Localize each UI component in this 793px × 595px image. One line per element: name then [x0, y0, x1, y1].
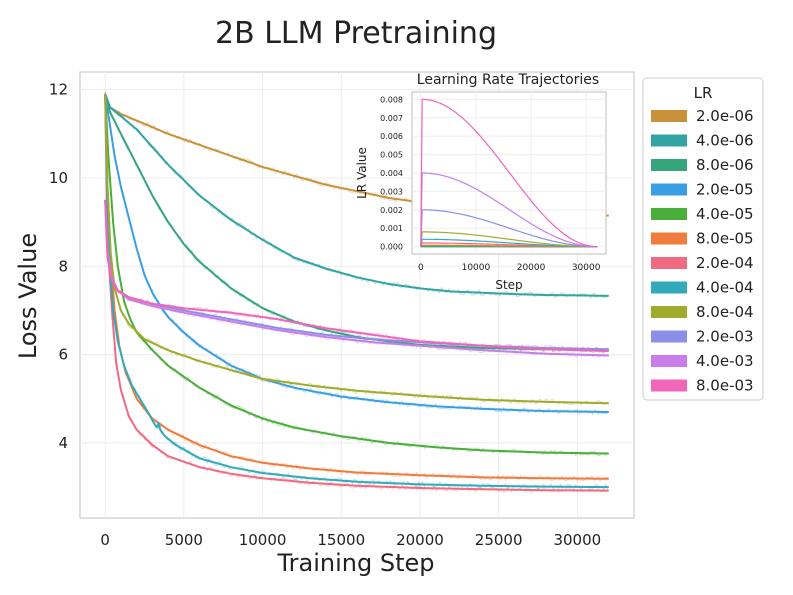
main-y-tick-2: 8: [58, 257, 68, 275]
series-line-4.0e-05: [104, 94, 609, 455]
legend-label-7: 4.0e-04: [696, 279, 754, 297]
legend-swatch-7: [651, 281, 687, 294]
main-y-tick-3: 10: [49, 169, 68, 187]
inset-x-tick-labels: 0 10000 20000 30000: [418, 263, 601, 273]
main-x-tick-4: 20000: [396, 531, 444, 549]
inset-y-tick-labels: 0.000 0.001 0.002 0.003 0.004 0.005 0.006 0.007…: [380, 95, 403, 251]
legend-label-1: 4.0e-06: [696, 132, 754, 150]
legend-label-2: 8.0e-06: [696, 156, 754, 174]
main-x-tick-3: 15000: [317, 531, 365, 549]
main-x-tick-2: 10000: [239, 531, 287, 549]
inset-lr-line-10: [420, 172, 598, 248]
legend-label-6: 2.0e-04: [696, 254, 754, 272]
series-noise-8.0e-03: [104, 200, 608, 354]
legend-label-5: 8.0e-05: [696, 230, 754, 248]
legend-swatch-6: [651, 257, 687, 269]
legend-label-10: 4.0e-03: [696, 352, 754, 370]
main-y-tick-labels: 4 6 8 10 12: [49, 81, 68, 452]
series-line-8.0e-03: [104, 200, 609, 353]
legend-swatch-8: [651, 306, 687, 318]
inset-y-tick-3: 0.003: [380, 187, 403, 196]
series-noise-4.0e-04: [104, 92, 609, 491]
legend-swatch-5: [651, 232, 687, 245]
legend-swatch-1: [651, 134, 687, 147]
legend-title: LR: [694, 84, 713, 102]
legend-label-4: 4.0e-05: [696, 205, 754, 223]
main-y-tick-4: 12: [49, 81, 68, 99]
x-axis-label: Training Step: [277, 549, 435, 577]
inset-x-tick-2: 20000: [517, 263, 546, 273]
legend-items: 2.0e-06 4.0e-06 8.0e-06 2.0e-05 4.0e-05 8.0e-…: [651, 107, 754, 395]
inset-y-tick-4: 0.004: [380, 169, 403, 178]
inset-title: Learning Rate Trajectories: [417, 72, 599, 88]
main-x-tick-6: 30000: [553, 531, 601, 549]
series-line-8.0e-06: [104, 93, 609, 352]
legend-label-11: 8.0e-03: [696, 377, 754, 395]
series-line-4.0e-04: [104, 94, 609, 489]
inset-y-tick-2: 0.002: [380, 206, 403, 215]
legend-swatch-0: [651, 110, 687, 122]
series-line-2.0e-04: [104, 94, 609, 492]
inset-y-tick-7: 0.007: [380, 114, 403, 123]
legend-swatch-9: [651, 330, 687, 343]
legend-swatch-4: [651, 208, 687, 220]
inset-y-tick-0: 0.000: [380, 243, 403, 252]
main-series-group: [104, 91, 609, 494]
series-line-8.0e-05: [104, 94, 609, 480]
main-y-tick-0: 4: [58, 434, 68, 452]
legend-swatch-2: [651, 159, 687, 171]
inset-lr-line-11: [420, 98, 598, 248]
series-noise-4.0e-03: [104, 198, 608, 359]
inset-y-tick-1: 0.001: [380, 224, 403, 233]
chart-title: 2B LLM Pretraining: [215, 16, 497, 51]
main-x-tick-0: 0: [100, 531, 110, 549]
inset-x-tick-3: 30000: [572, 263, 601, 273]
inset-lr-line-8: [420, 231, 598, 248]
legend-swatch-10: [651, 355, 687, 367]
series-line-2.0e-05: [104, 93, 609, 413]
series-line-4.0e-06: [104, 93, 609, 297]
legend-label-3: 2.0e-05: [696, 181, 754, 199]
y-axis-label: Loss Value: [14, 233, 42, 359]
legend-label-9: 2.0e-03: [696, 328, 754, 346]
main-x-tick-labels: 0 5000 10000 15000 20000 25000 30000: [100, 531, 601, 549]
legend-swatch-11: [651, 379, 687, 392]
legend-swatch-3: [651, 183, 687, 196]
inset-y-tick-5: 0.005: [380, 151, 403, 160]
main-x-tick-1: 5000: [165, 531, 203, 549]
main-x-tick-5: 25000: [475, 531, 523, 549]
inset-y-axis-label: LR Value: [355, 147, 369, 199]
inset-x-tick-0: 0: [418, 263, 424, 273]
main-y-tick-1: 6: [58, 346, 68, 364]
inset-lr-line-9: [420, 209, 598, 248]
inset-series-group: [420, 98, 598, 248]
inset-x-tick-1: 10000: [462, 263, 491, 273]
inset-y-tick-8: 0.008: [380, 95, 403, 104]
series-line-8.0e-04: [104, 94, 609, 405]
inset-x-axis-label: Step: [495, 278, 522, 292]
legend-label-0: 2.0e-06: [696, 107, 754, 125]
legend-box: [642, 77, 764, 401]
inset-y-tick-6: 0.006: [380, 132, 403, 141]
legend-label-8: 8.0e-04: [696, 303, 754, 321]
